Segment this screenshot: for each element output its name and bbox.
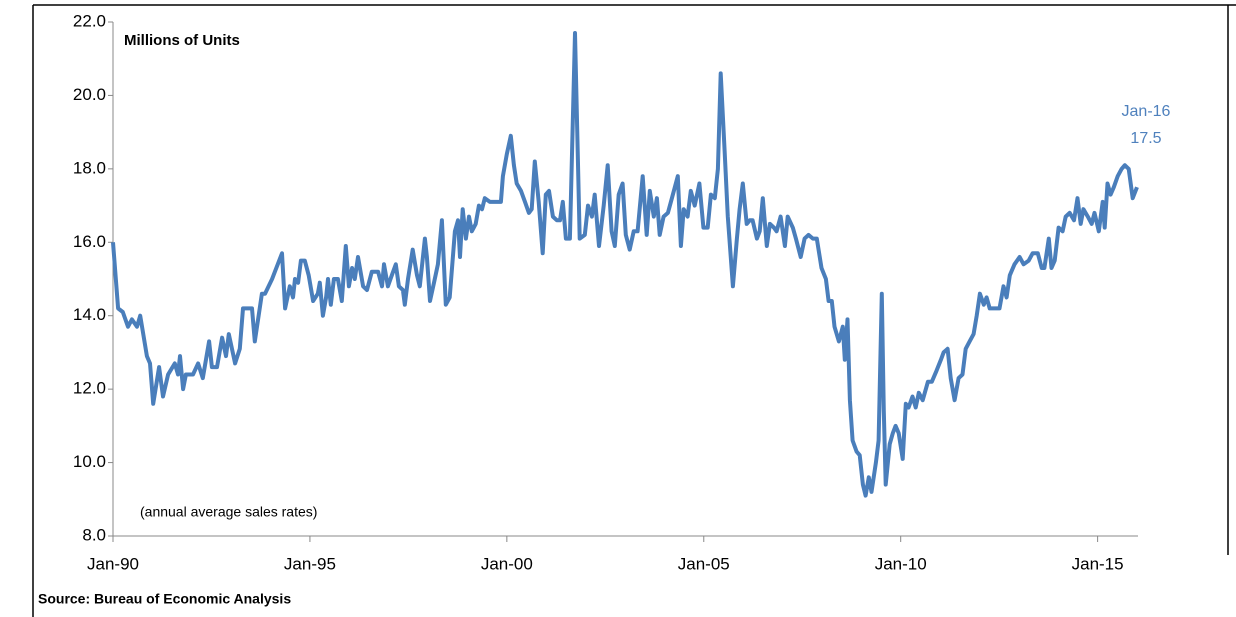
x-tick-label: Jan-00 [481, 554, 533, 573]
x-tick-label: Jan-15 [1072, 554, 1124, 573]
x-tick-label: Jan-95 [284, 554, 336, 573]
data-line [111, 31, 1139, 498]
note: (annual average sales rates) [140, 504, 317, 520]
y-tick-label: 16.0 [73, 232, 106, 251]
axis-title: Millions of Units [124, 32, 240, 49]
y-tick-label: 18.0 [73, 158, 106, 177]
annotation: Jan-16 [1122, 103, 1171, 120]
y-tick-label: 22.0 [73, 11, 106, 30]
y-tick-label: 10.0 [73, 452, 106, 471]
annotation: 17.5 [1130, 130, 1161, 147]
y-tick-label: 14.0 [73, 305, 106, 324]
source: Source: Bureau of Economic Analysis [38, 591, 291, 607]
y-tick-label: 8.0 [82, 525, 106, 544]
x-tick-label: Jan-90 [87, 554, 139, 573]
y-tick-label: 12.0 [73, 379, 106, 398]
y-tick-label: 20.0 [73, 85, 106, 104]
x-tick-label: Jan-10 [875, 554, 927, 573]
x-tick-label: Jan-05 [678, 554, 730, 573]
